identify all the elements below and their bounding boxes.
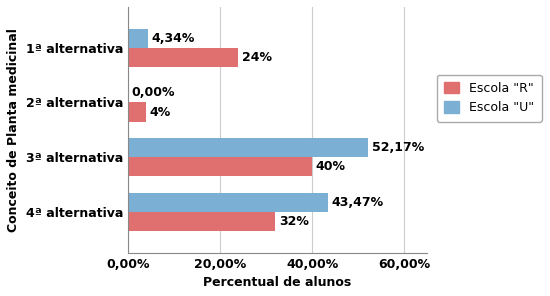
Text: 43,47%: 43,47% [332,196,384,209]
Bar [128,29,148,48]
Bar [128,138,369,157]
Text: 4%: 4% [150,106,171,118]
Legend: Escola "R", Escola "U": Escola "R", Escola "U" [437,75,542,122]
Text: 52,17%: 52,17% [372,141,424,154]
X-axis label: Percentual de alunos: Percentual de alunos [204,276,351,289]
Text: 24%: 24% [242,51,272,64]
Bar [128,157,312,176]
Text: 4,34%: 4,34% [151,32,195,45]
Text: 0,00%: 0,00% [131,86,175,99]
Bar [128,48,238,67]
Y-axis label: Conceito de Planta medicinal: Conceito de Planta medicinal [7,28,20,232]
Bar [128,102,146,122]
Text: 40%: 40% [316,160,346,173]
Text: 32%: 32% [279,215,309,228]
Bar [128,212,275,231]
Bar [128,193,328,212]
